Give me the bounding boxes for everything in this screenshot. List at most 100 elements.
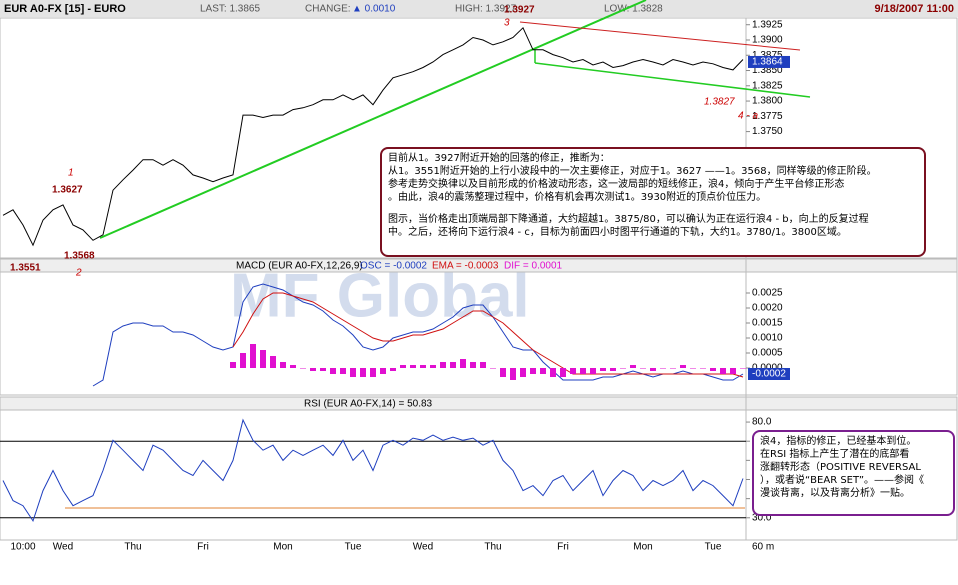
histogram-bar <box>690 368 696 369</box>
note-line: 在RSI 指标上产生了潜在的底部看 <box>760 449 910 460</box>
note-line: 浪4，指标的修正，已经基本到位。 <box>760 436 917 447</box>
histogram-bar <box>270 356 276 368</box>
price-panel <box>0 17 958 259</box>
histogram-bar <box>250 344 256 368</box>
y-tick-label: 1.3850 <box>752 65 783 76</box>
histogram-bar <box>520 368 526 377</box>
histogram-bar <box>360 368 366 377</box>
histogram-bar <box>670 368 676 369</box>
series-line <box>232 292 744 378</box>
histogram-bar <box>500 368 506 377</box>
y-tick-label: 1.3750 <box>752 126 783 137</box>
histogram-bar <box>640 368 646 369</box>
annotation: 3 <box>504 18 510 29</box>
histogram-bar <box>630 365 636 368</box>
y-tick-label: 80.0 <box>752 417 772 428</box>
y-tick-label: 0.0025 <box>752 288 783 299</box>
note-line: 漫谈背离，以及背离分析》一贴。 <box>760 488 910 499</box>
histogram-bar <box>320 368 326 371</box>
histogram-bar <box>710 368 716 371</box>
symbol: EUR A0-FX [15] - EURO <box>4 3 126 15</box>
histogram-bar <box>700 368 706 369</box>
channel-top <box>519 21 801 51</box>
rsi-header <box>0 396 958 411</box>
histogram-bar <box>440 362 446 368</box>
x-tick-label: Wed <box>413 542 433 553</box>
histogram-bar <box>740 368 746 369</box>
legend-entry: DIF = 0.0001 <box>504 261 563 272</box>
histogram-bar <box>730 368 736 374</box>
histogram-bar <box>390 368 396 371</box>
header-bar <box>0 0 958 17</box>
annotation: 1.3927 <box>504 5 535 16</box>
histogram-bar <box>490 368 496 369</box>
annotation: 1.3551 <box>10 263 41 274</box>
y-tick-label: 30.0 <box>752 512 772 523</box>
series-line <box>2 418 744 523</box>
y-tick-label: 0.0005 <box>752 348 783 359</box>
histogram-bar <box>650 368 656 371</box>
x-tick-label: Mon <box>273 542 292 553</box>
note-line: ），或者说“BEAR SET”。——参阅《 <box>760 475 925 486</box>
datetime: 9/18/2007 11:00 <box>874 3 954 15</box>
annotation: 1.3827 <box>704 97 735 108</box>
legend-entry: OSC = -0.0002 <box>360 261 427 272</box>
rsi-panel <box>0 409 958 541</box>
histogram-bar <box>380 368 386 374</box>
histogram-bar <box>550 368 556 377</box>
histogram-bar <box>510 368 516 380</box>
x-tick-label: Mon <box>633 542 652 553</box>
histogram-bar <box>340 368 346 374</box>
x-tick-label: Thu <box>484 542 501 553</box>
histogram-bar <box>290 365 296 368</box>
histogram-bar <box>420 365 426 368</box>
series-line <box>92 283 744 387</box>
histogram-bar <box>240 353 246 368</box>
note-line: 。由此，浪4的震荡整理过程中，价格有机会再次测试1。3930附近的顶点价位压力。 <box>388 192 767 203</box>
y-tick-label: 1.3900 <box>752 35 783 46</box>
x-tick-label: Fri <box>197 542 209 553</box>
change-value: ▲ 0.0010 <box>352 4 396 15</box>
histogram-bar <box>580 368 586 374</box>
note-line: 涨翻转形态（POSITIVE REVERSAL <box>760 462 921 473</box>
legend-entry: EMA = -0.0003 <box>432 261 499 272</box>
histogram-bar <box>560 368 566 377</box>
histogram-bar <box>680 365 686 368</box>
histogram-bar <box>350 368 356 377</box>
y-tick-label: 0.0010 <box>752 333 783 344</box>
x-tick-label: Thu <box>124 542 141 553</box>
x-tick-label: Wed <box>53 542 73 553</box>
last-value-label: 1.3864 <box>752 57 783 68</box>
histogram-bar <box>230 362 236 368</box>
annotation: 1.3568 <box>64 251 95 262</box>
last-value-box <box>748 368 790 380</box>
note-line: 图示，当价格走出顶端局部下降通道，大约超越1。3875/80，可以确认为正在运行… <box>388 214 869 225</box>
histogram-bar <box>430 365 436 368</box>
histogram-bar <box>370 368 376 377</box>
high: HIGH: 1.3927 <box>455 4 517 15</box>
histogram-bar <box>410 365 416 368</box>
series-line <box>2 26 744 247</box>
last-value-label: -0.0002 <box>752 369 786 380</box>
last: LAST: 1.3865 <box>200 4 260 15</box>
panel-title: RSI (EUR A0-FX,14) = 50.83 <box>304 399 433 410</box>
note-line: 参考走势交换律以及目前形成的价格波动形态，这一波局部的短线修正，浪4，倾向于产生… <box>388 179 845 190</box>
note-line: 从1。3551附近开始的上行小波段中的一次主要修正，对应于1。3627 ——1。… <box>388 166 877 177</box>
histogram-bar <box>280 362 286 368</box>
histogram-bar <box>330 368 336 374</box>
histogram-bar <box>450 362 456 368</box>
annotation: 2 <box>75 268 82 279</box>
note-line: 目前从1。3927附近开始的回落的修正，推断为： <box>388 153 610 164</box>
histogram-bar <box>400 365 406 368</box>
y-tick-label: 0.0015 <box>752 318 783 329</box>
histogram-bar <box>610 368 616 371</box>
y-tick-label: 1.3775 <box>752 111 783 122</box>
x-tick-label: Tue <box>705 542 722 553</box>
histogram-bar <box>470 362 476 368</box>
last-value-box <box>748 55 790 68</box>
histogram-bar <box>260 350 266 368</box>
change: CHANGE: <box>305 4 351 15</box>
x-tick-label: 10:00 <box>10 542 35 553</box>
y-tick-label: 0.0020 <box>752 303 783 314</box>
